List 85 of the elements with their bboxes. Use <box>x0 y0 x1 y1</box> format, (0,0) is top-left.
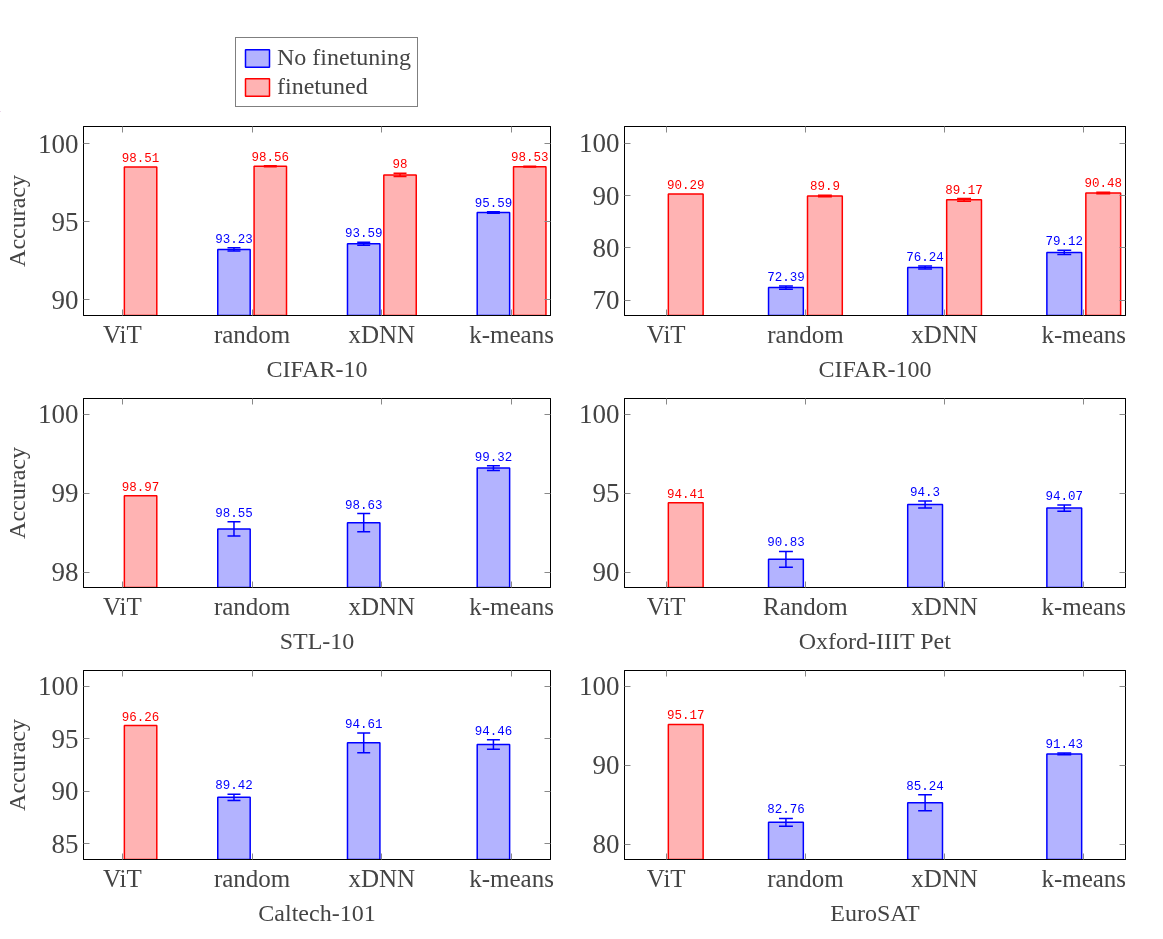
y-tick-label: 90 <box>592 557 620 588</box>
data-label: 85.24 <box>906 779 944 794</box>
data-label: 91.43 <box>1045 738 1084 753</box>
data-label: 94.46 <box>474 724 513 739</box>
data-label: 76.24 <box>906 250 944 265</box>
data-label: 89.9 <box>809 180 840 195</box>
y-axis-title: Accuracy <box>4 447 30 539</box>
y-tick-label: 100 <box>38 128 79 159</box>
y-tick-label: 80 <box>592 829 620 860</box>
x-tick-label: k-means <box>1041 320 1127 348</box>
y-tick-label: 95 <box>592 478 620 509</box>
data-label: 94.3 <box>910 485 941 500</box>
y-axis-title: Accuracy <box>4 719 30 811</box>
x-tick-label: Random <box>763 592 849 620</box>
x-tick-label: xDNN <box>348 592 416 620</box>
data-label: 98.51 <box>121 151 160 166</box>
y-tick-label: 100 <box>579 671 620 702</box>
legend-label: No finetuning <box>277 44 411 71</box>
data-label: 90.48 <box>1084 177 1122 192</box>
data-label: 90.29 <box>666 179 705 193</box>
x-tick-label: random <box>767 864 845 892</box>
x-tick-label: random <box>213 320 291 348</box>
data-label: 90.83 <box>767 536 805 551</box>
y-tick-label: 95 <box>51 206 79 237</box>
data-label: 89.17 <box>945 183 983 198</box>
y-tick-label: 80 <box>592 232 620 263</box>
x-tick-label: ViT <box>646 592 686 620</box>
data-label: 95.59 <box>474 196 513 211</box>
x-axis-title: Oxford-IIIT Pet <box>798 627 952 654</box>
x-axis-title: EuroSAT <box>830 899 921 926</box>
y-tick-label: 99 <box>51 478 79 509</box>
y-tick-label: 100 <box>38 671 79 702</box>
x-tick-label: ViT <box>646 864 686 892</box>
x-tick-label: xDNN <box>348 320 416 348</box>
x-tick-label: k-means <box>1041 864 1127 892</box>
x-tick-label: ViT <box>103 864 142 892</box>
x-axis-title: Caltech-101 <box>258 899 376 926</box>
data-label: 95.17 <box>666 709 705 724</box>
data-label: 99.32 <box>474 450 513 465</box>
data-label: 96.26 <box>121 710 160 725</box>
x-tick-label: k-means <box>469 592 554 620</box>
x-tick-label: k-means <box>1041 592 1127 620</box>
y-tick-label: 98 <box>51 557 79 588</box>
data-label: 94.61 <box>344 717 383 732</box>
x-tick-label: random <box>213 864 291 892</box>
data-label: 98.63 <box>344 498 383 513</box>
data-label: 98 <box>392 158 408 173</box>
x-tick-label: xDNN <box>911 592 978 620</box>
x-tick-label: k-means <box>469 320 554 348</box>
data-label: 98.56 <box>251 150 290 165</box>
data-label: 93.59 <box>344 227 383 242</box>
x-tick-label: ViT <box>103 592 142 620</box>
data-label: 98.97 <box>121 480 160 495</box>
data-label: 93.23 <box>215 232 253 247</box>
x-tick-label: k-means <box>469 864 554 892</box>
y-tick-label: 70 <box>592 285 620 316</box>
data-label: 98.55 <box>215 506 253 521</box>
y-tick-label: 100 <box>579 128 620 159</box>
x-axis-title: STL-10 <box>279 627 355 654</box>
x-tick-label: random <box>767 320 845 348</box>
x-tick-label: xDNN <box>911 864 978 892</box>
y-tick-label: 85 <box>51 828 79 859</box>
y-tick-label: 95 <box>51 723 79 754</box>
data-label: 72.39 <box>767 271 805 286</box>
y-axis-title: Accuracy <box>4 175 30 267</box>
x-tick-label: xDNN <box>348 864 416 892</box>
data-label: 94.07 <box>1045 489 1084 504</box>
y-tick-label: 100 <box>579 399 620 430</box>
data-label: 82.76 <box>767 803 805 818</box>
y-tick-label: 90 <box>51 776 79 807</box>
y-tick-label: 90 <box>592 750 620 781</box>
data-label: 89.42 <box>215 779 253 794</box>
x-axis-title: CIFAR-100 <box>818 355 932 382</box>
y-tick-label: 90 <box>51 284 79 315</box>
x-tick-label: random <box>213 592 291 620</box>
legend-label: finetuned <box>277 73 368 100</box>
x-tick-label: ViT <box>103 320 142 348</box>
x-axis-title: CIFAR-10 <box>266 355 368 382</box>
data-label: 98.53 <box>510 151 549 166</box>
y-tick-label: 100 <box>38 399 79 430</box>
data-label: 94.41 <box>666 487 705 502</box>
x-tick-label: xDNN <box>911 320 978 348</box>
y-tick-label: 90 <box>592 180 620 211</box>
x-tick-label: ViT <box>646 320 686 348</box>
data-label: 79.12 <box>1045 235 1084 250</box>
